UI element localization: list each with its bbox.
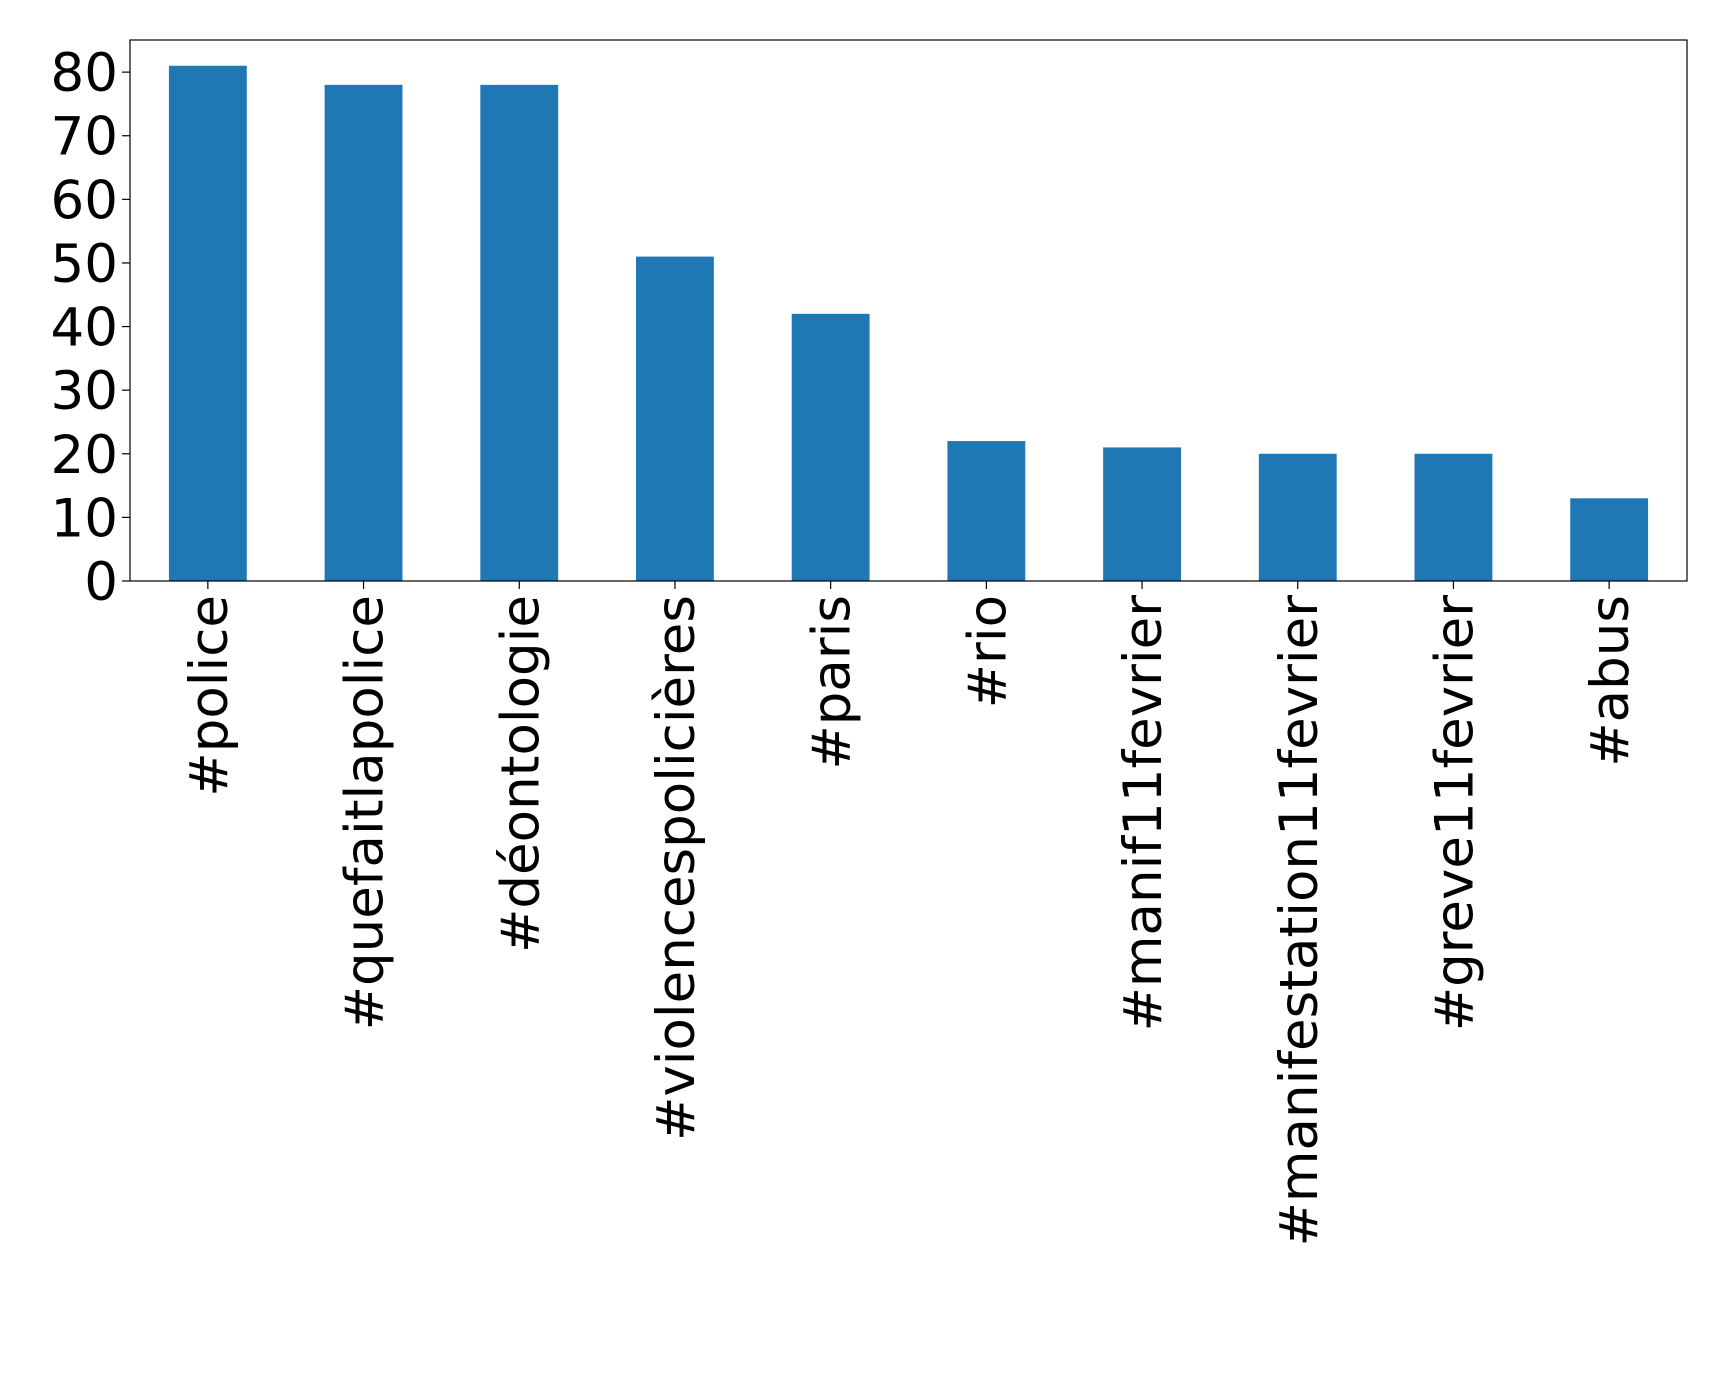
x-tick-label: #police xyxy=(179,595,240,797)
y-tick-label: 60 xyxy=(51,170,118,231)
y-tick-label: 20 xyxy=(51,425,118,486)
bar xyxy=(1258,453,1337,581)
bar xyxy=(791,313,870,581)
y-tick-label: 0 xyxy=(84,552,118,613)
y-tick-label: 40 xyxy=(51,298,118,359)
x-tick-label: #abus xyxy=(1580,595,1641,767)
x-tick-label: #manifestation11fevrier xyxy=(1269,595,1330,1247)
y-tick-label: 50 xyxy=(51,234,118,295)
bar xyxy=(1103,447,1181,581)
y-tick-label: 80 xyxy=(51,43,118,104)
x-tick-label: #manif11fevrier xyxy=(1113,595,1174,1032)
x-tick-label: #quefaitlapolice xyxy=(335,595,396,1030)
bar xyxy=(947,441,1026,581)
x-tick-label: #greve11fevrier xyxy=(1424,595,1485,1031)
x-tick-label: #paris xyxy=(802,595,863,770)
bar xyxy=(168,65,247,581)
x-tick-label: #violencespolicières xyxy=(646,595,707,1141)
y-tick-label: 30 xyxy=(51,361,118,422)
bar xyxy=(480,84,559,582)
bar xyxy=(636,256,714,581)
bar xyxy=(1570,498,1649,581)
y-tick-label: 70 xyxy=(51,107,118,168)
plot-frame xyxy=(129,39,1688,582)
y-tick-label: 10 xyxy=(51,488,118,549)
x-tick-label: #déontologie xyxy=(490,595,551,953)
bar xyxy=(1414,453,1493,581)
x-tick-label: #rio xyxy=(957,595,1018,708)
bar xyxy=(324,84,403,582)
